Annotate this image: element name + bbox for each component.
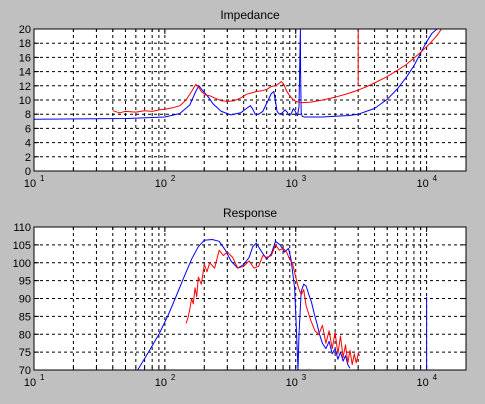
x-tick-label: 10 xyxy=(155,178,167,190)
y-tick-label: 80 xyxy=(19,329,31,341)
x-tick-label-exponent: 1 xyxy=(40,174,45,183)
y-tick-label: 20 xyxy=(19,24,31,36)
y-tick-label: 70 xyxy=(19,365,31,377)
y-tick-label: 110 xyxy=(13,222,31,234)
series-line-0 xyxy=(137,239,351,370)
x-tick-label-exponent: 4 xyxy=(433,174,438,183)
y-tick-label: 12 xyxy=(19,81,31,93)
x-tick-label-exponent: 4 xyxy=(433,373,438,382)
series-group xyxy=(137,239,428,370)
y-tick-label: 18 xyxy=(19,38,31,50)
y-tick-label: 95 xyxy=(19,276,31,288)
y-tick-label: 105 xyxy=(13,240,31,252)
x-tick-label-exponent: 3 xyxy=(302,174,307,183)
y-tick-label: 100 xyxy=(13,258,31,270)
y-tick-label: 75 xyxy=(19,347,31,359)
x-tick-label: 10 xyxy=(416,178,428,190)
y-tick-label: 2 xyxy=(25,152,31,164)
y-tick-label: 14 xyxy=(19,67,31,79)
x-tick-label: 10 xyxy=(416,377,428,389)
x-tick-label: 10 xyxy=(24,377,36,389)
x-tick-label-exponent: 2 xyxy=(171,174,176,183)
y-tick-label: 8 xyxy=(25,109,31,121)
x-tick-label: 10 xyxy=(286,178,298,190)
y-tick-label: 6 xyxy=(25,123,31,135)
x-tick-label: 10 xyxy=(24,178,36,190)
x-tick-label: 10 xyxy=(286,377,298,389)
series-line-0 xyxy=(34,29,438,120)
y-tick-label: 90 xyxy=(19,294,31,306)
series-line-1 xyxy=(112,29,442,114)
series-line-1 xyxy=(185,244,361,366)
chart-title: Response xyxy=(223,206,277,220)
x-tick-label-exponent: 2 xyxy=(171,373,176,382)
axes-frame xyxy=(33,28,467,172)
x-tick-label-exponent: 1 xyxy=(40,373,45,382)
axes-frame xyxy=(33,226,467,371)
y-tick-label: 85 xyxy=(19,311,31,323)
y-tick-label: 0 xyxy=(25,166,31,178)
x-tick-label: 10 xyxy=(155,377,167,389)
y-tick-label: 4 xyxy=(25,138,31,150)
x-tick-label-exponent: 3 xyxy=(302,373,307,382)
y-tick-label: 16 xyxy=(19,52,31,64)
y-tick-label: 10 xyxy=(19,95,31,107)
series-group xyxy=(34,29,442,120)
chart-title: Impedance xyxy=(220,8,280,22)
chart-0: 0 2 4 6 8 10 12 14 16 18 20 10 1 10 2 10 3 10 4 Impedance xyxy=(19,8,467,190)
